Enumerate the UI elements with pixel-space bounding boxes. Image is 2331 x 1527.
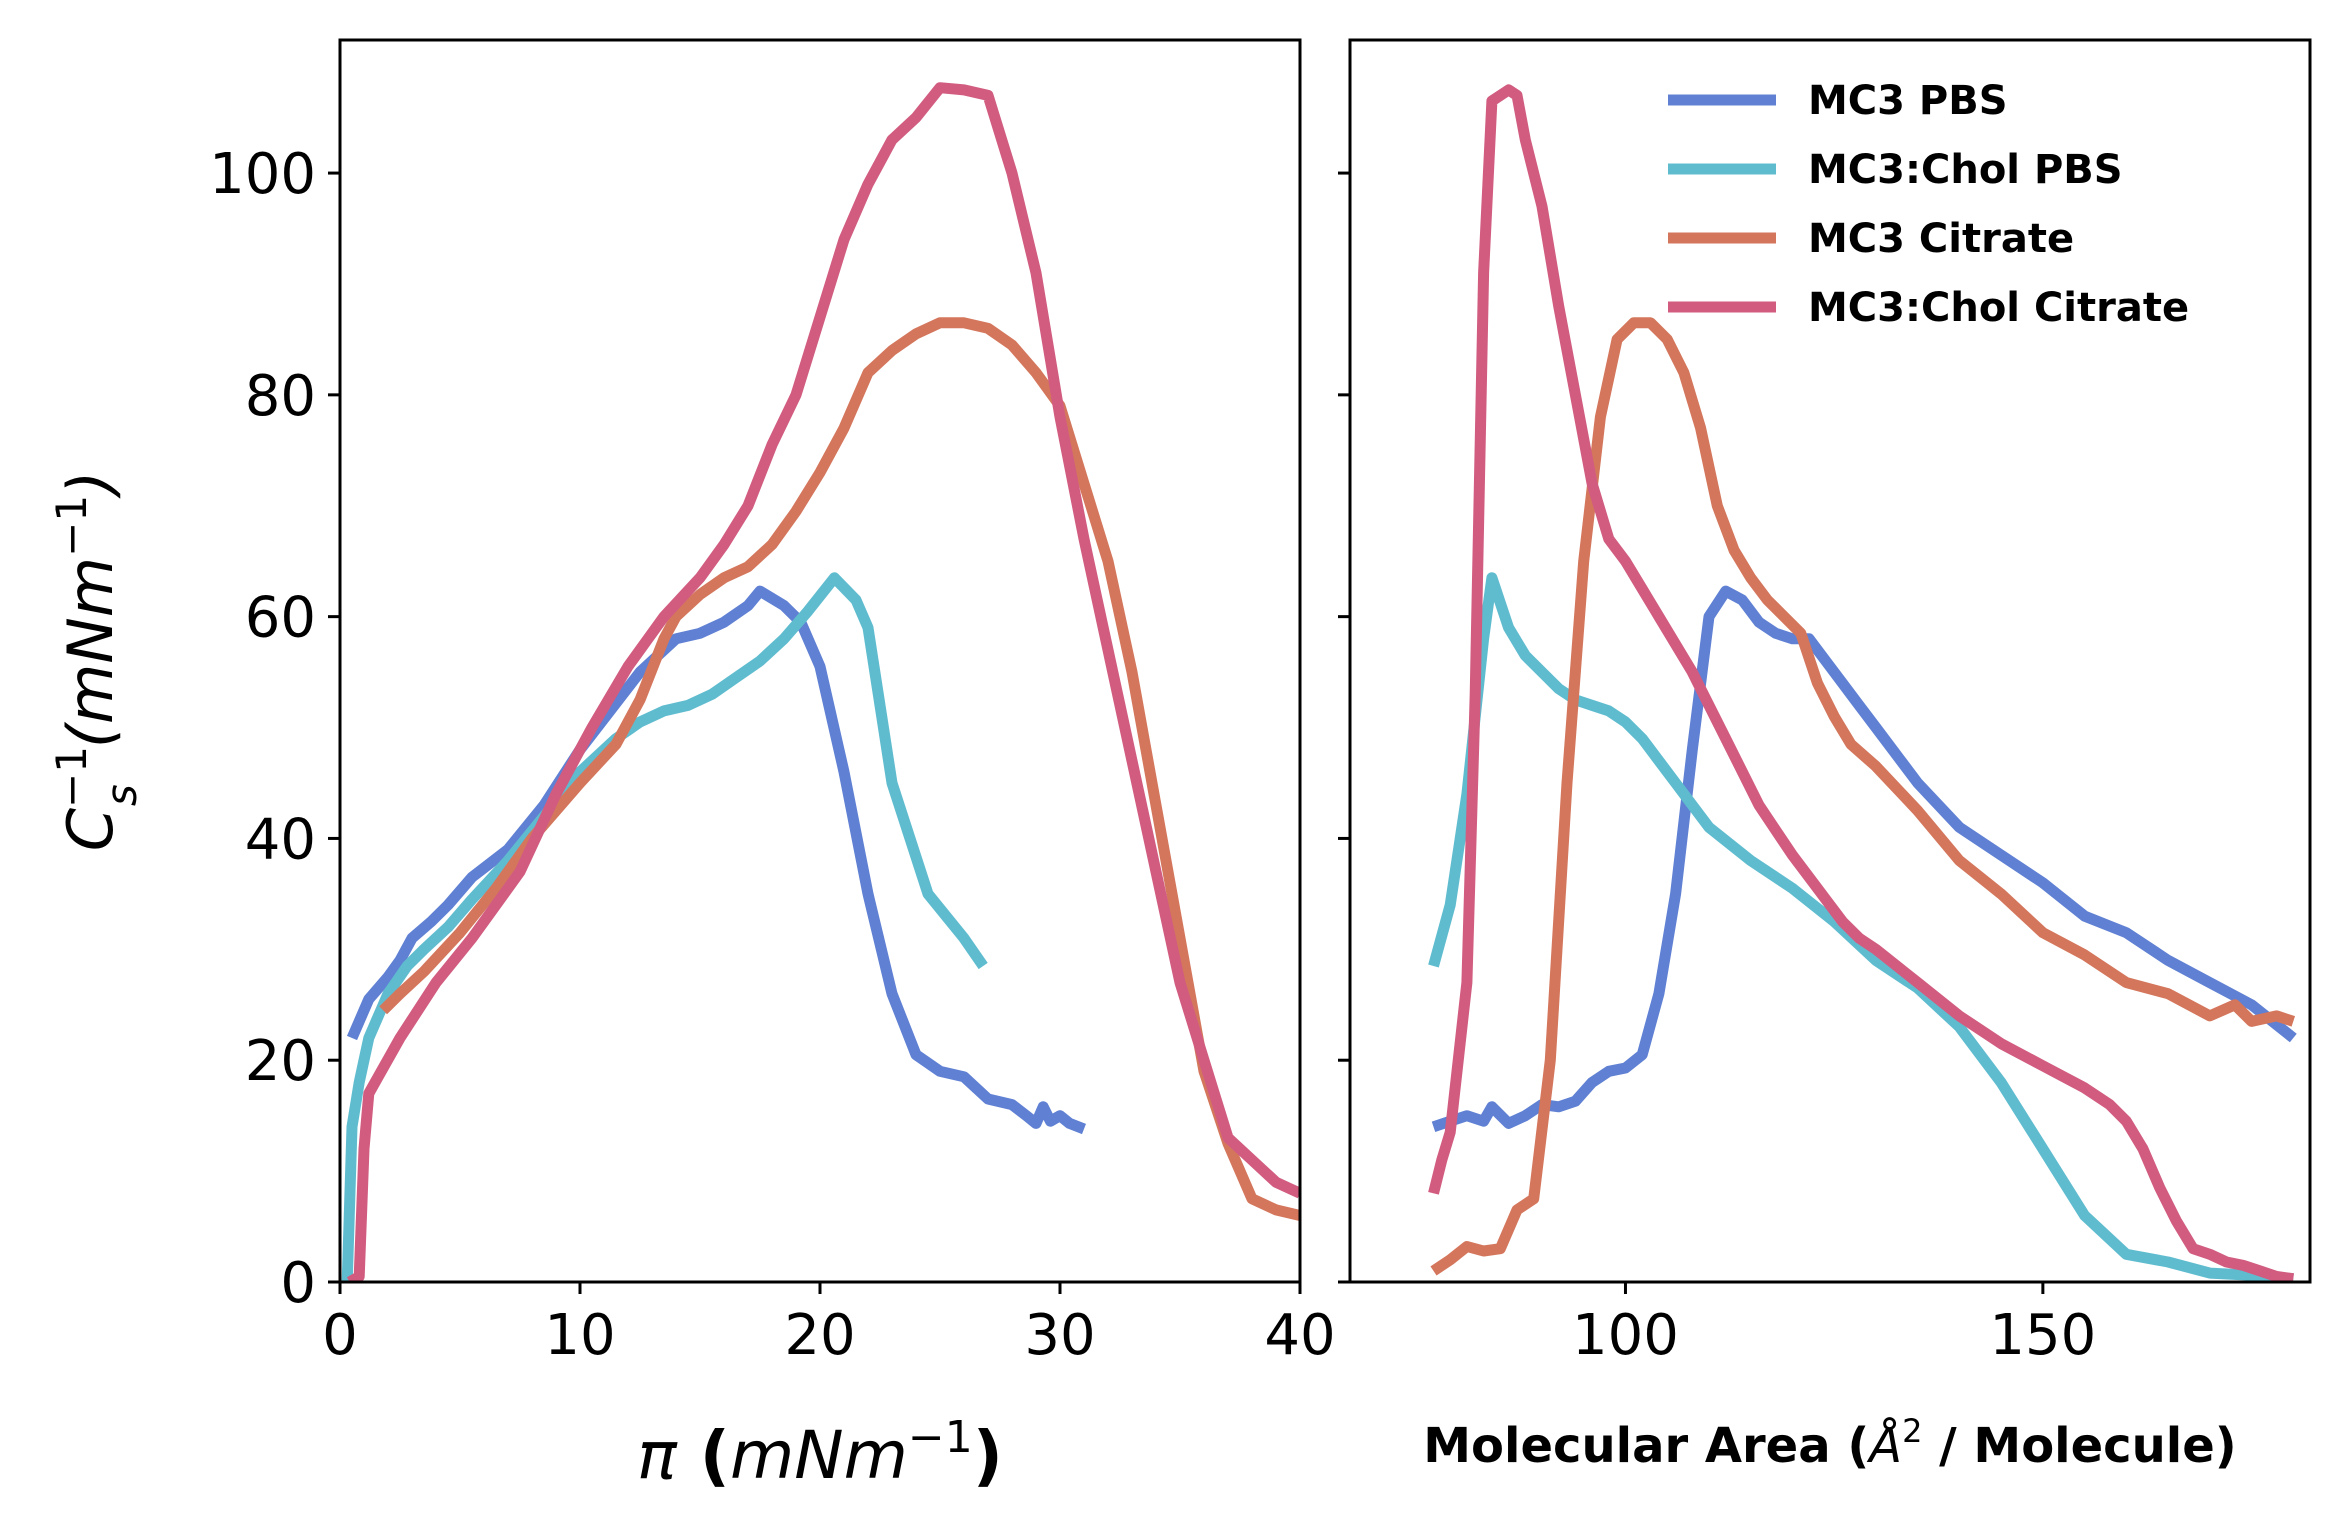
left-x-ticks: 0 10 20 30 40 [322, 1282, 1336, 1368]
left-series-mc3-chol-pbs [341, 572, 988, 1282]
right-y-ticks [1338, 171, 1350, 1284]
left-x-tick-label: 40 [1264, 1303, 1335, 1368]
right-x-tick-label: 150 [1989, 1303, 2096, 1368]
left-x-tick-label: 30 [1024, 1303, 1095, 1368]
left-series-mc3-pbs [346, 585, 1086, 1135]
legend-label-mc3-citrate: MC3 Citrate [1808, 216, 2074, 262]
right-plot-lines [1428, 84, 2297, 1282]
legend-label-mc3-chol-pbs: MC3:Chol PBS [1808, 147, 2123, 193]
right-x-axis-label: Molecular Area (Å2 / Molecule) [1423, 1412, 2237, 1474]
left-y-tick-label: 80 [245, 364, 316, 429]
left-panel: 0 10 20 30 40 0 20 40 60 80 100 π (mNm−1) C−1s(mN… [47, 38, 1336, 1494]
left-y-tick-label: 0 [280, 1251, 316, 1316]
right-series-mc3-chol-pbs [1428, 572, 2294, 1282]
right-panel: 100 150 Molecular Area (Å2 / Molecule) MC… [1338, 38, 2312, 1474]
left-y-tick-label: 60 [245, 586, 316, 651]
legend: MC3 PBS MC3:Chol PBS MC3 Citrate MC3:Chol C… [1668, 78, 2189, 331]
left-y-tick-label: 40 [245, 807, 316, 872]
left-x-axis-label: π (mNm−1) [637, 1412, 1003, 1494]
right-x-ticks: 100 150 [1572, 1282, 2096, 1368]
left-x-tick-label: 20 [784, 1303, 855, 1368]
right-series-mc3-chol-citrate [1428, 84, 2295, 1282]
left-plot-lines [341, 82, 1300, 1282]
left-y-axis-label: C−1s(mNm−1) [47, 471, 146, 852]
left-x-tick-label: 0 [322, 1303, 358, 1368]
left-series-mc3-citrate [379, 317, 1300, 1221]
left-y-tick-label: 100 [209, 142, 316, 207]
right-series-mc3-citrate [1430, 317, 2296, 1276]
left-y-ticks: 0 20 40 60 80 100 [209, 142, 340, 1316]
legend-label-mc3-pbs: MC3 PBS [1808, 78, 2008, 124]
left-y-tick-label: 20 [245, 1029, 316, 1094]
legend-label-mc3-chol-citrate: MC3:Chol Citrate [1808, 285, 2189, 331]
right-plot-frame [1348, 38, 2312, 1284]
left-series-mc3-chol-citrate [346, 82, 1300, 1282]
right-series-mc3-pbs [1431, 585, 2297, 1133]
right-x-tick-label: 100 [1572, 1303, 1679, 1368]
left-x-tick-label: 10 [544, 1303, 615, 1368]
